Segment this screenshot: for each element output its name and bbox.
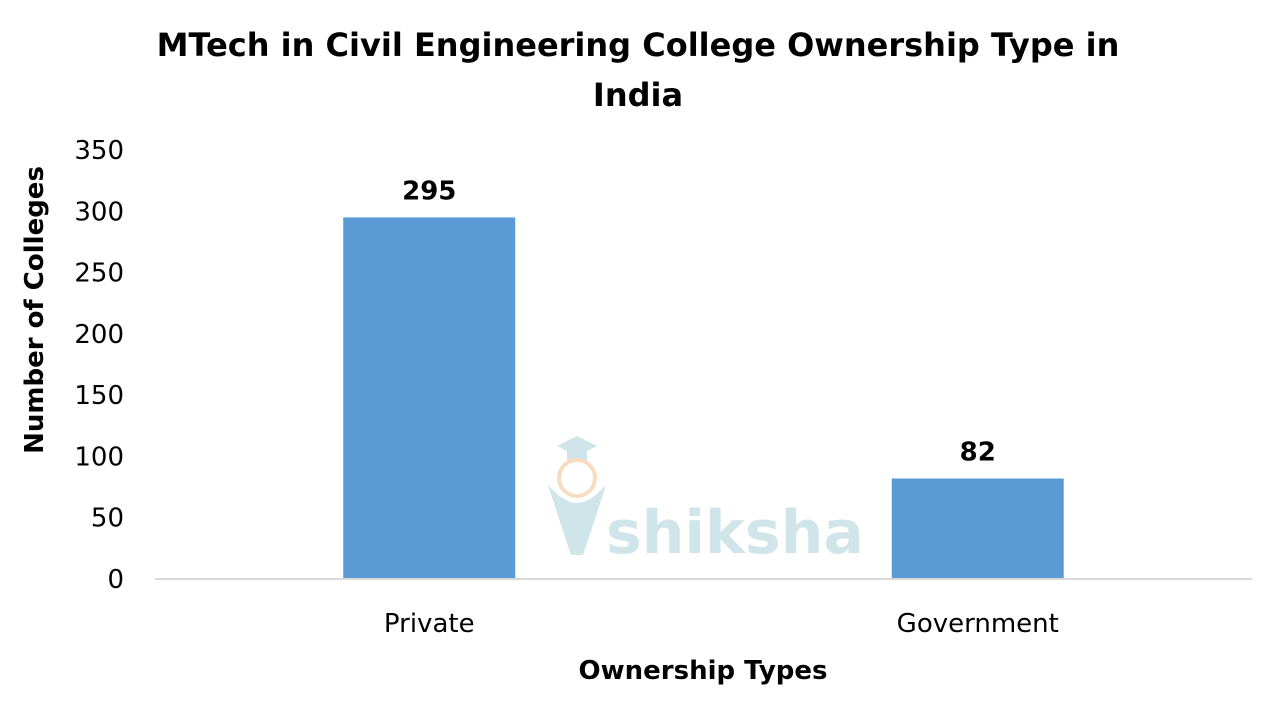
x-axis-tick-labels: Private Government xyxy=(384,609,1059,639)
y-tick-label: 50 xyxy=(91,504,124,534)
y-tick-label: 300 xyxy=(74,197,124,227)
y-tick-label: 250 xyxy=(74,259,124,289)
watermark-text: shiksha xyxy=(606,498,864,568)
y-axis-title: Number of Colleges xyxy=(20,166,50,454)
shiksha-watermark: shiksha xyxy=(548,436,864,568)
data-label-government: 82 xyxy=(960,437,996,467)
bar-series xyxy=(343,217,1064,579)
bar-private xyxy=(343,217,516,579)
y-tick-label: 0 xyxy=(107,565,124,595)
data-label-private: 295 xyxy=(402,176,456,206)
y-tick-label: 200 xyxy=(74,320,124,350)
bar-government xyxy=(891,478,1064,579)
graduation-cap-logo-icon xyxy=(548,436,606,555)
y-tick-label: 150 xyxy=(74,381,124,411)
x-tick-label-private: Private xyxy=(384,609,475,639)
y-tick-label: 100 xyxy=(74,442,124,472)
data-labels: 295 82 xyxy=(402,176,996,467)
y-axis-ticks: 0 50 100 150 200 250 300 350 xyxy=(74,136,124,595)
x-axis-title: Ownership Types xyxy=(579,656,828,686)
chart-title-line-1: MTech in Civil Engineering College Owner… xyxy=(157,26,1120,64)
x-tick-label-government: Government xyxy=(897,609,1059,639)
y-tick-label: 350 xyxy=(74,136,124,166)
chart-title-line-2: India xyxy=(593,76,683,114)
